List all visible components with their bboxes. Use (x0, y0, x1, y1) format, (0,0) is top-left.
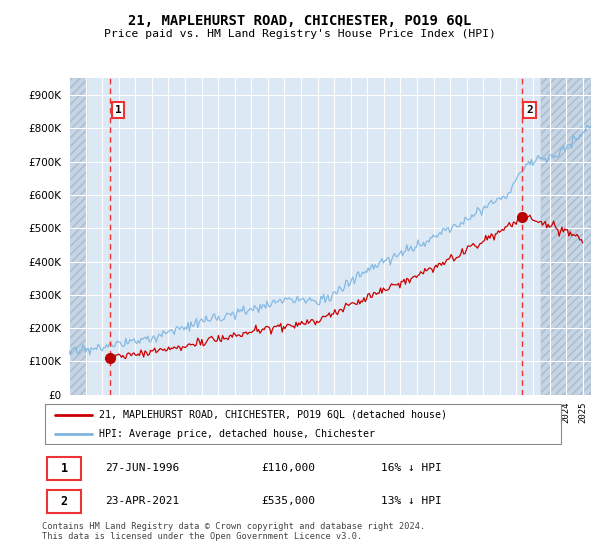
Text: 23-APR-2021: 23-APR-2021 (104, 497, 179, 506)
Text: Contains HM Land Registry data © Crown copyright and database right 2024.
This d: Contains HM Land Registry data © Crown c… (42, 522, 425, 542)
Text: 2: 2 (526, 105, 533, 115)
FancyBboxPatch shape (44, 404, 562, 444)
Bar (541, 78, 591, 395)
Text: 13% ↓ HPI: 13% ↓ HPI (382, 497, 442, 506)
Text: 21, MAPLEHURST ROAD, CHICHESTER, PO19 6QL (detached house): 21, MAPLEHURST ROAD, CHICHESTER, PO19 6Q… (100, 409, 448, 419)
FancyBboxPatch shape (47, 456, 81, 480)
Text: 1: 1 (115, 105, 121, 115)
FancyBboxPatch shape (47, 489, 81, 514)
Text: 1: 1 (61, 462, 68, 475)
Text: 2: 2 (61, 495, 68, 508)
Text: 27-JUN-1996: 27-JUN-1996 (104, 464, 179, 473)
Text: £110,000: £110,000 (261, 464, 315, 473)
Text: HPI: Average price, detached house, Chichester: HPI: Average price, detached house, Chic… (100, 429, 376, 439)
Bar (69, 78, 87, 395)
Bar (541, 78, 591, 395)
Text: 21, MAPLEHURST ROAD, CHICHESTER, PO19 6QL: 21, MAPLEHURST ROAD, CHICHESTER, PO19 6Q… (128, 14, 472, 28)
Text: Price paid vs. HM Land Registry's House Price Index (HPI): Price paid vs. HM Land Registry's House … (104, 29, 496, 39)
Text: £535,000: £535,000 (261, 497, 315, 506)
Bar (69, 78, 87, 395)
Text: 16% ↓ HPI: 16% ↓ HPI (382, 464, 442, 473)
